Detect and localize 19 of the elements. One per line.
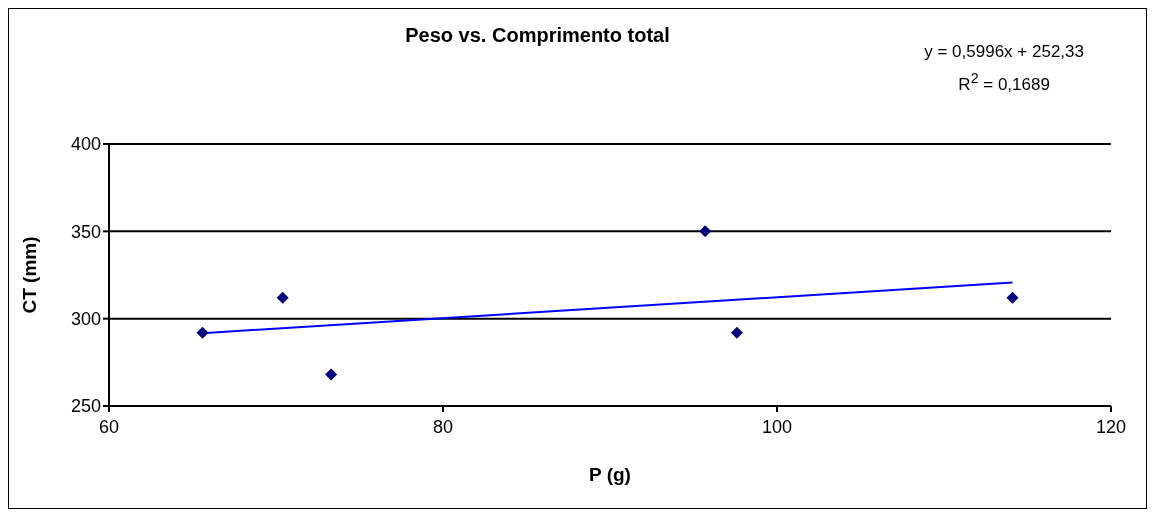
point — [325, 368, 338, 381]
point — [730, 326, 743, 339]
x-axis-title: P (g) — [589, 464, 631, 485]
y-tick-label: 250 — [70, 396, 101, 417]
point — [699, 225, 712, 238]
y-tick-label: 300 — [70, 309, 101, 330]
text: R$^{2}$ = 0,1689 — [958, 70, 1050, 94]
x-tick-label: 120 — [1095, 416, 1127, 437]
chart-title: Peso vs. Comprimento total — [405, 24, 670, 46]
x-tick-label: 60 — [98, 416, 120, 437]
y-tick-label: 350 — [70, 221, 101, 242]
y-axis-title: CT (mm) — [18, 236, 40, 314]
point — [1006, 291, 1019, 304]
x-tick-label: 100 — [761, 416, 793, 437]
point — [276, 291, 289, 304]
y-tick-label: 400 — [70, 134, 101, 155]
point — [196, 326, 209, 339]
text: y = 0,5996x + 252,33 — [924, 42, 1084, 61]
x-tick-label: 80 — [432, 416, 454, 437]
